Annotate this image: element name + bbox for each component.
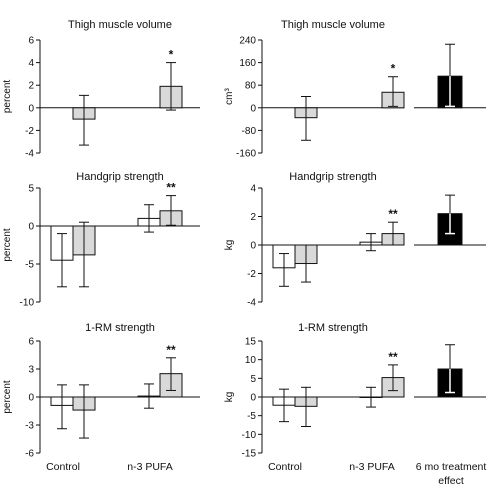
group-label-control-left: Control	[46, 461, 80, 473]
y-tick-label: -2	[247, 269, 256, 280]
y-tick-label: -6	[25, 449, 34, 460]
chart-title: 1-RM strength	[85, 322, 155, 334]
y-tick-label: -2	[25, 126, 34, 137]
y-tick-label: 160	[239, 58, 256, 69]
y-tick-label: -5	[247, 411, 256, 422]
y-tick-label: 5	[250, 374, 256, 385]
y-tick-label: 4	[250, 184, 256, 195]
significance-marker: *	[169, 48, 174, 62]
y-tick-label: -4	[247, 298, 256, 309]
y-tick-label: 6	[28, 337, 34, 348]
y-tick-label: 6	[28, 36, 34, 47]
chart-title: Handgrip strength	[289, 171, 376, 183]
y-axis-label: percent	[2, 380, 13, 414]
y-tick-label: -15	[242, 449, 257, 460]
y-tick-label: -10	[242, 430, 257, 441]
y-tick-label: 5	[28, 184, 34, 195]
y-tick-label: 80	[245, 81, 257, 92]
chart-panel-6: 1-RM strength -15 -10 -5 0 5 10 15 kg **	[224, 322, 486, 460]
y-axis-label: kg	[224, 392, 235, 403]
y-axis-label: percent	[2, 80, 13, 114]
y-tick-label: 2	[28, 81, 34, 92]
y-tick-label: 0	[250, 241, 256, 252]
y-tick-label: 3	[28, 365, 34, 376]
group-label-effect-line1: 6 mo treatment	[416, 461, 487, 473]
y-tick-label: 0	[250, 393, 256, 404]
y-tick-label: -80	[242, 126, 257, 137]
y-tick-label: -10	[20, 298, 35, 309]
y-tick-label: -3	[25, 421, 34, 432]
y-tick-label: 240	[239, 36, 256, 47]
y-tick-label: -4	[25, 149, 34, 160]
y-tick-label: 15	[245, 337, 257, 348]
significance-marker: **	[166, 181, 176, 195]
significance-marker: **	[166, 343, 176, 357]
y-axis-label: percent	[2, 228, 13, 262]
group-label-pufa-left: n-3 PUFA	[127, 461, 173, 473]
chart-panel-2: Thigh muscle volume -160 -80 0 80 160 240 cm³ *	[224, 19, 486, 160]
chart-panel-3: Handgrip strength -10 -5 0 5 percent **	[2, 171, 200, 309]
y-tick-label: 0	[28, 393, 34, 404]
chart-panel-4: Handgrip strength -4 -2 0 2 4 kg **	[224, 171, 486, 309]
chart-title: Handgrip strength	[76, 171, 163, 183]
significance-marker: **	[388, 350, 398, 364]
y-tick-label: -160	[236, 149, 256, 160]
y-axis-label: cm³	[224, 88, 235, 105]
chart-title: 1-RM strength	[298, 322, 368, 334]
chart-title: Thigh muscle volume	[281, 19, 385, 31]
chart-panel-5: 1-RM strength -6 -3 0 3 6 percent **	[2, 322, 200, 460]
group-label-effect-line2: effect	[438, 475, 464, 487]
bottom-labels: Control n-3 PUFA Control n-3 PUFA 6 mo t…	[46, 461, 486, 487]
y-tick-label: 2	[250, 212, 256, 223]
significance-marker: **	[388, 207, 398, 221]
y-axis-label: kg	[224, 240, 235, 251]
chart-title: Thigh muscle volume	[68, 19, 172, 31]
y-tick-label: -5	[25, 260, 34, 271]
y-tick-label: 4	[28, 58, 34, 69]
y-tick-label: 10	[245, 355, 257, 366]
group-label-control-right: Control	[268, 461, 302, 473]
panels-layer: Thigh muscle volume-4-20246percent*Thigh…	[2, 19, 486, 460]
group-label-pufa-right: n-3 PUFA	[349, 461, 395, 473]
y-tick-label: 0	[250, 103, 256, 114]
chart-panel-1: Thigh muscle volume -4 -2 0 2 4 6 percent *	[2, 19, 200, 160]
significance-marker: *	[391, 62, 396, 76]
y-tick-label: 0	[28, 222, 34, 233]
y-tick-label: 0	[28, 103, 34, 114]
